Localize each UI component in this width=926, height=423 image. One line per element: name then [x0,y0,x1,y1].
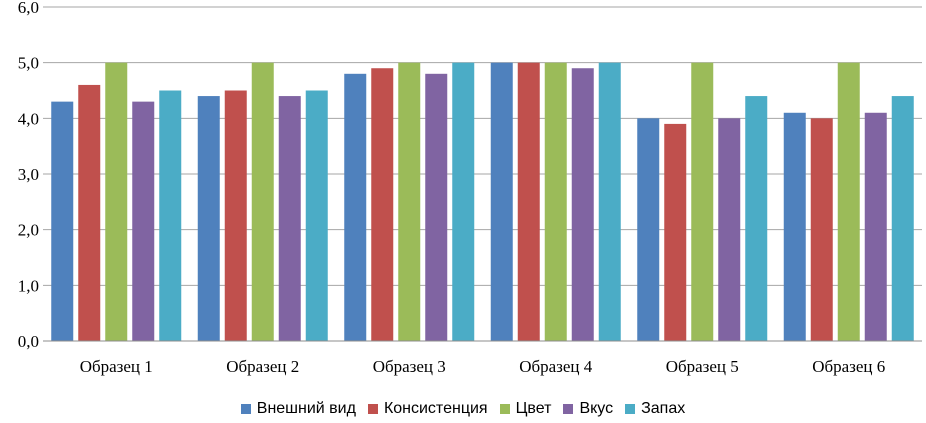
bar [278,96,301,341]
legend-label: Консистенция [383,400,488,417]
legend-swatch [625,404,636,414]
bar [251,62,274,342]
legend-swatch [499,404,510,414]
y-tick-label: 6,0 [18,0,39,17]
bar [718,118,741,341]
bar [864,112,887,342]
bar [517,62,540,342]
bar [837,62,860,342]
bar [490,62,513,342]
legend-swatch [563,404,574,414]
legend: Внешний вид Консистенция Цвет Вкус Запах [0,396,926,422]
legend-label: Вкус [579,400,614,417]
bar [664,123,687,342]
legend-swatch [240,404,251,414]
gridlines [43,6,922,286]
legend-label: Запах [641,400,686,417]
bar [571,68,594,341]
legend-item: Внешний вид [240,400,356,418]
bar [452,62,475,342]
y-tick-label: 2,0 [18,221,39,240]
x-category-label: Образец 6 [812,357,885,376]
bar [637,118,660,341]
bar [78,84,101,341]
x-category-label: Образец 3 [373,357,446,376]
bar [745,96,768,341]
bar [810,118,833,341]
legend-item: Запах [625,400,685,418]
legend-label: Внешний вид [256,400,356,417]
legend-swatch [367,404,378,414]
y-tick-label: 4,0 [18,109,39,128]
bar [544,62,567,342]
bar [305,90,328,341]
bar [159,90,182,341]
y-tick-label: 3,0 [18,165,39,184]
bar [691,62,714,342]
bar [598,62,621,342]
legend-item: Консистенция [367,400,488,418]
y-axis-tick-labels: 0,0 1,0 2,0 3,0 4,0 5,0 6,0 [18,0,39,351]
legend-label: Цвет [515,400,552,417]
y-tick-label: 5,0 [18,54,39,73]
x-category-label: Образец 5 [666,357,739,376]
bar [224,90,247,341]
legend-item: Цвет [499,400,552,418]
x-category-label: Образец 1 [80,357,153,376]
bar [398,62,421,342]
y-tick-label: 0,0 [18,332,39,351]
x-axis-category-labels: Образец 1 Образец 2 Образец 3 Образец 4 Обра… [80,357,886,376]
bar [371,68,394,341]
x-category-label: Образец 2 [226,357,299,376]
y-tick-label: 1,0 [18,276,39,295]
bar [344,73,367,342]
legend-item: Вкус [563,400,613,418]
bar [891,96,914,341]
bar [197,96,220,341]
bar [51,101,74,341]
bars [51,62,914,342]
bar [425,73,448,342]
bar [132,101,155,341]
bar [783,112,806,342]
bar [105,62,128,342]
x-category-label: Образец 4 [519,357,593,376]
